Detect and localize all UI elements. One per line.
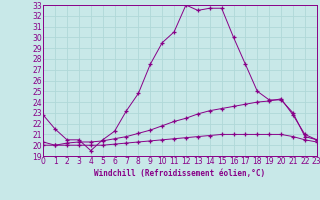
X-axis label: Windchill (Refroidissement éolien,°C): Windchill (Refroidissement éolien,°C) [94,169,266,178]
